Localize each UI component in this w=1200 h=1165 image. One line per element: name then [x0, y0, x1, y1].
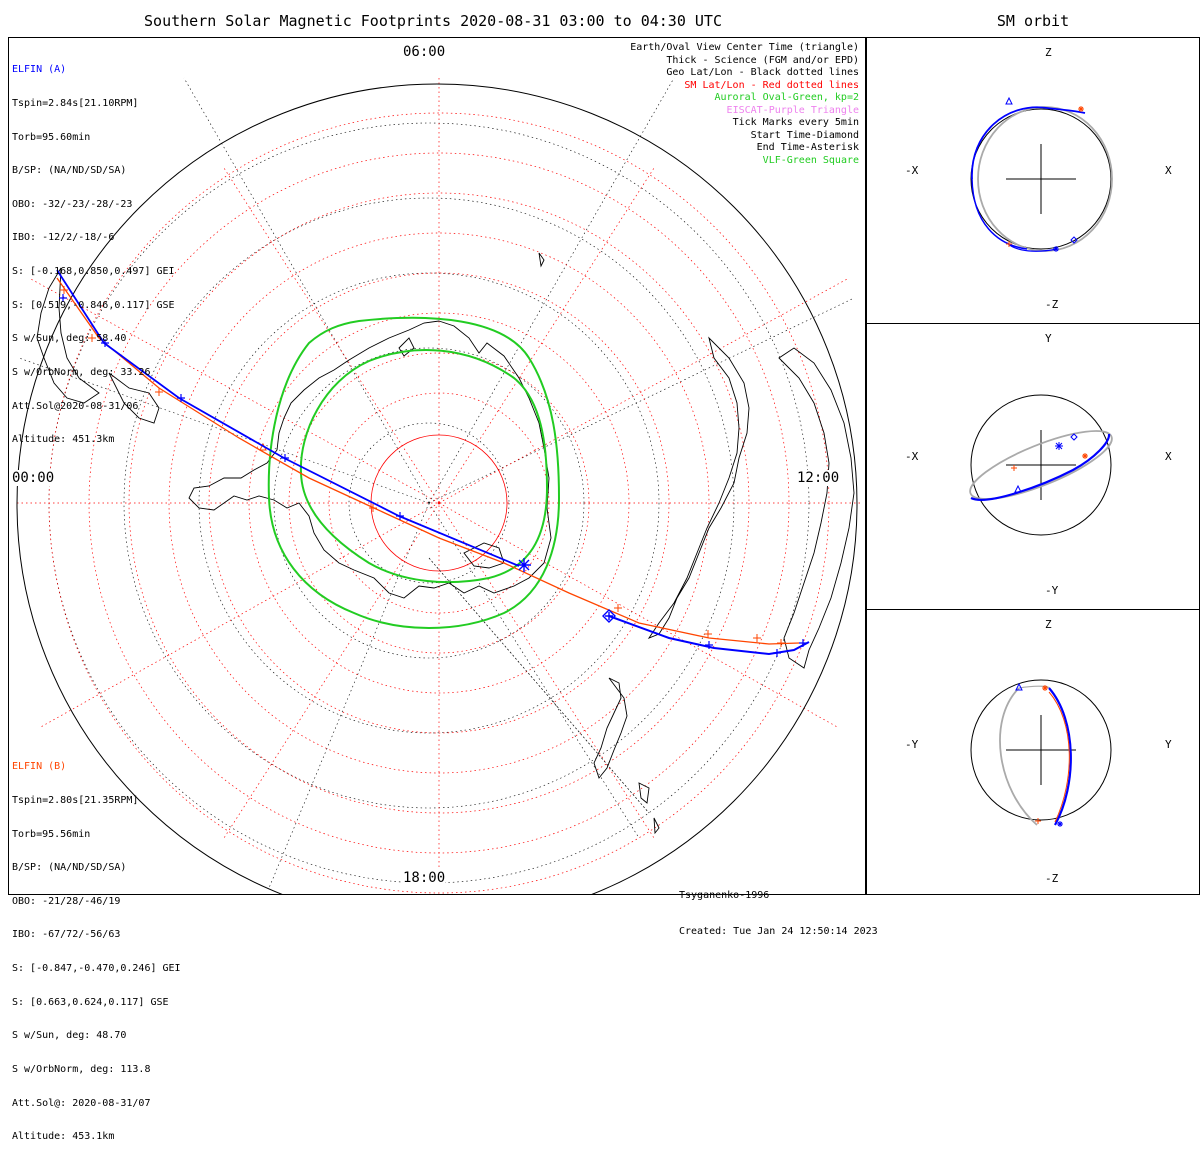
elfin-b-track — [56, 277, 800, 647]
sm-orbit-xy-panel: Y -Y -X X — [866, 323, 1200, 610]
elfin-a-s-orbnorm: S w/OrbNorm, deg: 33.26 — [12, 366, 151, 378]
auroral-oval-inner — [299, 349, 549, 584]
sm-orbit-title: SM orbit — [996, 12, 1070, 30]
orbit-xy-svg — [969, 394, 1113, 536]
legend-entry: Auroral Oval-Green, kp=2 — [714, 92, 860, 103]
legend-entry: Tick Marks every 5min — [732, 117, 859, 128]
elfin-a-end-asterisk — [517, 558, 531, 572]
credit: Tsyganenko-1996 Created: Tue Jan 24 12:5… — [679, 866, 878, 962]
elfin-a-name: ELFIN (A) — [12, 64, 67, 76]
elfin-a-spin: Tspin=2.84s[21.10RPM] — [12, 98, 139, 110]
clock-label-bottom: 18:00 — [403, 870, 446, 886]
axis-label-top: Z — [1045, 46, 1052, 59]
plot-title: Southern Solar Magnetic Footprints 2020-… — [144, 12, 722, 30]
elfin-b-info: ELFIN (B) Tspin=2.80s[21.35RPM] Torb=95.… — [12, 739, 181, 1165]
orbit-xz-svg — [970, 96, 1113, 252]
axis-label-right: X — [1165, 450, 1172, 463]
polar-footprint-plot: ELFIN (A) Tspin=2.84s[21.10RPM] Torb=95.… — [8, 37, 878, 1142]
elfin-a-track — [56, 269, 810, 657]
elfin-b-s-orbnorm: S w/OrbNorm, deg: 113.8 — [12, 1063, 151, 1075]
clock-label-top: 06:00 — [403, 44, 446, 60]
elfin-a-start-diamond — [602, 609, 616, 623]
elfin-a-tick-marks — [59, 294, 807, 657]
created-timestamp: Created: Tue Jan 24 12:50:14 2023 — [679, 926, 878, 937]
legend-entry: SM Lat/Lon - Red dotted lines — [684, 79, 859, 91]
legend-entry: Earth/Oval View Center Time (triangle) — [630, 42, 859, 53]
auroral-oval-outer — [267, 316, 561, 629]
axis-label-left: -X — [905, 450, 919, 463]
legend-entry: End Time-Asterisk — [756, 142, 859, 153]
axis-label-bottom: -Z — [1045, 872, 1059, 885]
clock-label-left: 00:00 — [12, 470, 55, 486]
sm-orbit-xz-panel: Z -Z -X X — [866, 37, 1200, 324]
axis-label-left: -X — [905, 164, 919, 177]
elfin-b-s-sun: S w/Sun, deg: 48.70 — [12, 1030, 127, 1042]
elfin-b-s-gei: S: [-0.847,-0.470,0.246] GEI — [12, 963, 181, 975]
axis-label-right: Y — [1165, 738, 1172, 751]
axis-label-top: Z — [1045, 618, 1052, 631]
elfin-a-s-gei: S: [-0.168,0.850,0.497] GEI — [12, 266, 175, 278]
elfin-a-info: ELFIN (A) Tspin=2.84s[21.10RPM] Torb=95.… — [12, 42, 175, 468]
view-center-time-line — [428, 557, 650, 814]
axis-label-bottom: -Y — [1045, 584, 1059, 597]
polar-map-svg — [16, 77, 861, 925]
axis-label-top: Y — [1045, 332, 1052, 345]
elfin-b-name: ELFIN (B) — [12, 761, 67, 773]
elfin-b-ibo: IBO: -67/72/-56/63 — [12, 929, 121, 941]
legend-entry: Start Time-Diamond — [750, 129, 859, 141]
sm-orbit-yz-panel: Z -Z -Y Y — [866, 609, 1200, 895]
elfin-a-obo: OBO: -32/-23/-28/-23 — [12, 198, 133, 210]
legend: Earth/Oval View Center Time (triangle) T… — [630, 42, 859, 167]
elfin-a-altitude: Altitude: 451.3km — [12, 434, 115, 446]
elfin-b-obo: OBO: -21/28/-46/19 — [12, 895, 121, 907]
legend-entry: VLF-Green Square — [762, 154, 859, 166]
clock-label-right: 12:00 — [797, 470, 840, 486]
elfin-a-att-sol: Att.Sol@2020-08-31/06 — [12, 400, 139, 412]
elfin-a-s-sun: S w/Sun, deg: 58.40 — [12, 333, 127, 345]
elfin-a-s-gse: S: [0.519,-0.846,0.117] GSE — [12, 299, 175, 311]
elfin-b-bsp: B/SP: (NA/ND/SD/SA) — [12, 862, 127, 874]
sm-graticule — [17, 78, 861, 894]
axis-label-left: -Y — [905, 738, 919, 751]
elfin-b-att-sol: Att.Sol@: 2020-08-31/07 — [12, 1097, 151, 1109]
legend-entry: EISCAT-Purple Triangle — [726, 104, 859, 116]
elfin-a-bsp: B/SP: (NA/ND/SD/SA) — [12, 165, 127, 177]
axis-label-right: X — [1165, 164, 1172, 177]
orbit-yz-svg — [970, 679, 1112, 827]
legend-entry: Geo Lat/Lon - Black dotted lines — [666, 67, 859, 78]
elfin-a-ibo: IBO: -12/2/-18/-6 — [12, 232, 115, 244]
axis-label-bottom: -Z — [1045, 298, 1059, 311]
elfin-b-torb: Torb=95.56min — [12, 828, 91, 840]
elfin-a-torb: Torb=95.60min — [12, 131, 91, 143]
elfin-b-tick-marks — [60, 286, 785, 647]
elfin-b-s-gse: S: [0.663,0.624,0.117] GSE — [12, 996, 169, 1008]
elfin-b-altitude: Altitude: 453.1km — [12, 1131, 115, 1143]
legend-entry: Thick - Science (FGM and/or EPD) — [666, 54, 859, 66]
elfin-b-spin: Tspin=2.80s[21.35RPM] — [12, 795, 139, 807]
model-name: Tsyganenko-1996 — [679, 890, 770, 901]
